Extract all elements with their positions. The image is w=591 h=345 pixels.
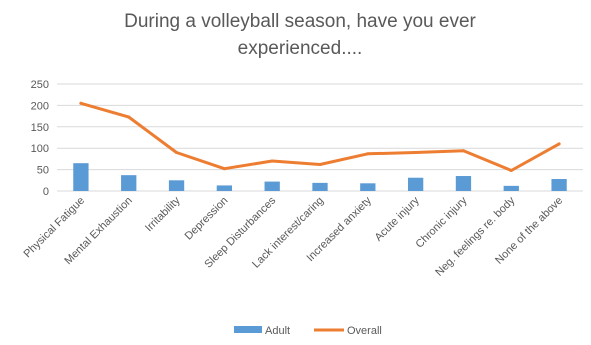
point-overall-6 bbox=[366, 152, 370, 156]
legend-label-adult: Adult bbox=[265, 325, 290, 337]
x-tick-label-9: Neg. feelings re. body bbox=[433, 194, 518, 279]
bar-adult-6 bbox=[360, 183, 376, 191]
y-axis-ticks: 0 50 100 150 200 250 bbox=[31, 79, 49, 198]
bar-adult-7 bbox=[407, 177, 424, 191]
bar-adult-1 bbox=[121, 175, 137, 191]
x-tick-label-2: Irritability bbox=[143, 194, 183, 234]
point-overall-3 bbox=[222, 167, 226, 171]
y-tick-label-150: 150 bbox=[31, 122, 49, 134]
adult-bars bbox=[73, 163, 567, 191]
line-overall bbox=[79, 101, 561, 172]
chart-title-line-2: experienced.... bbox=[238, 38, 363, 59]
bar-adult-3 bbox=[216, 185, 233, 191]
bar-adult-8 bbox=[455, 176, 472, 191]
legend-label-overall: Overall bbox=[347, 325, 382, 337]
chart-title-line-1: During a volleyball season, have you eve… bbox=[124, 11, 476, 32]
point-overall-9 bbox=[509, 168, 513, 172]
point-overall-2 bbox=[175, 150, 179, 154]
y-tick-label-250: 250 bbox=[31, 79, 49, 91]
legend-swatch-adult bbox=[234, 326, 262, 333]
point-overall-5 bbox=[318, 162, 322, 166]
point-overall-10 bbox=[557, 142, 561, 146]
y-tick-label-0: 0 bbox=[43, 186, 49, 198]
gridlines bbox=[57, 83, 583, 192]
legend: Adult Overall bbox=[234, 325, 382, 337]
point-overall-7 bbox=[414, 150, 418, 154]
bar-adult-5 bbox=[312, 182, 328, 191]
bar-adult-10 bbox=[551, 179, 567, 191]
point-overall-4 bbox=[270, 159, 274, 163]
bar-adult-9 bbox=[503, 185, 519, 191]
bar-adult-0 bbox=[73, 163, 89, 191]
point-overall-0 bbox=[79, 101, 83, 105]
x-tick-label-7: Acute injury bbox=[373, 194, 422, 243]
y-tick-label-50: 50 bbox=[37, 165, 49, 177]
overall-line-series bbox=[79, 101, 561, 172]
x-tick-label-3: Depression bbox=[183, 195, 231, 243]
y-tick-label-100: 100 bbox=[31, 143, 49, 155]
point-overall-1 bbox=[127, 115, 131, 119]
bar-adult-4 bbox=[264, 181, 280, 191]
bar-adult-2 bbox=[168, 180, 185, 191]
point-overall-8 bbox=[461, 149, 465, 153]
y-tick-label-200: 200 bbox=[31, 100, 49, 112]
